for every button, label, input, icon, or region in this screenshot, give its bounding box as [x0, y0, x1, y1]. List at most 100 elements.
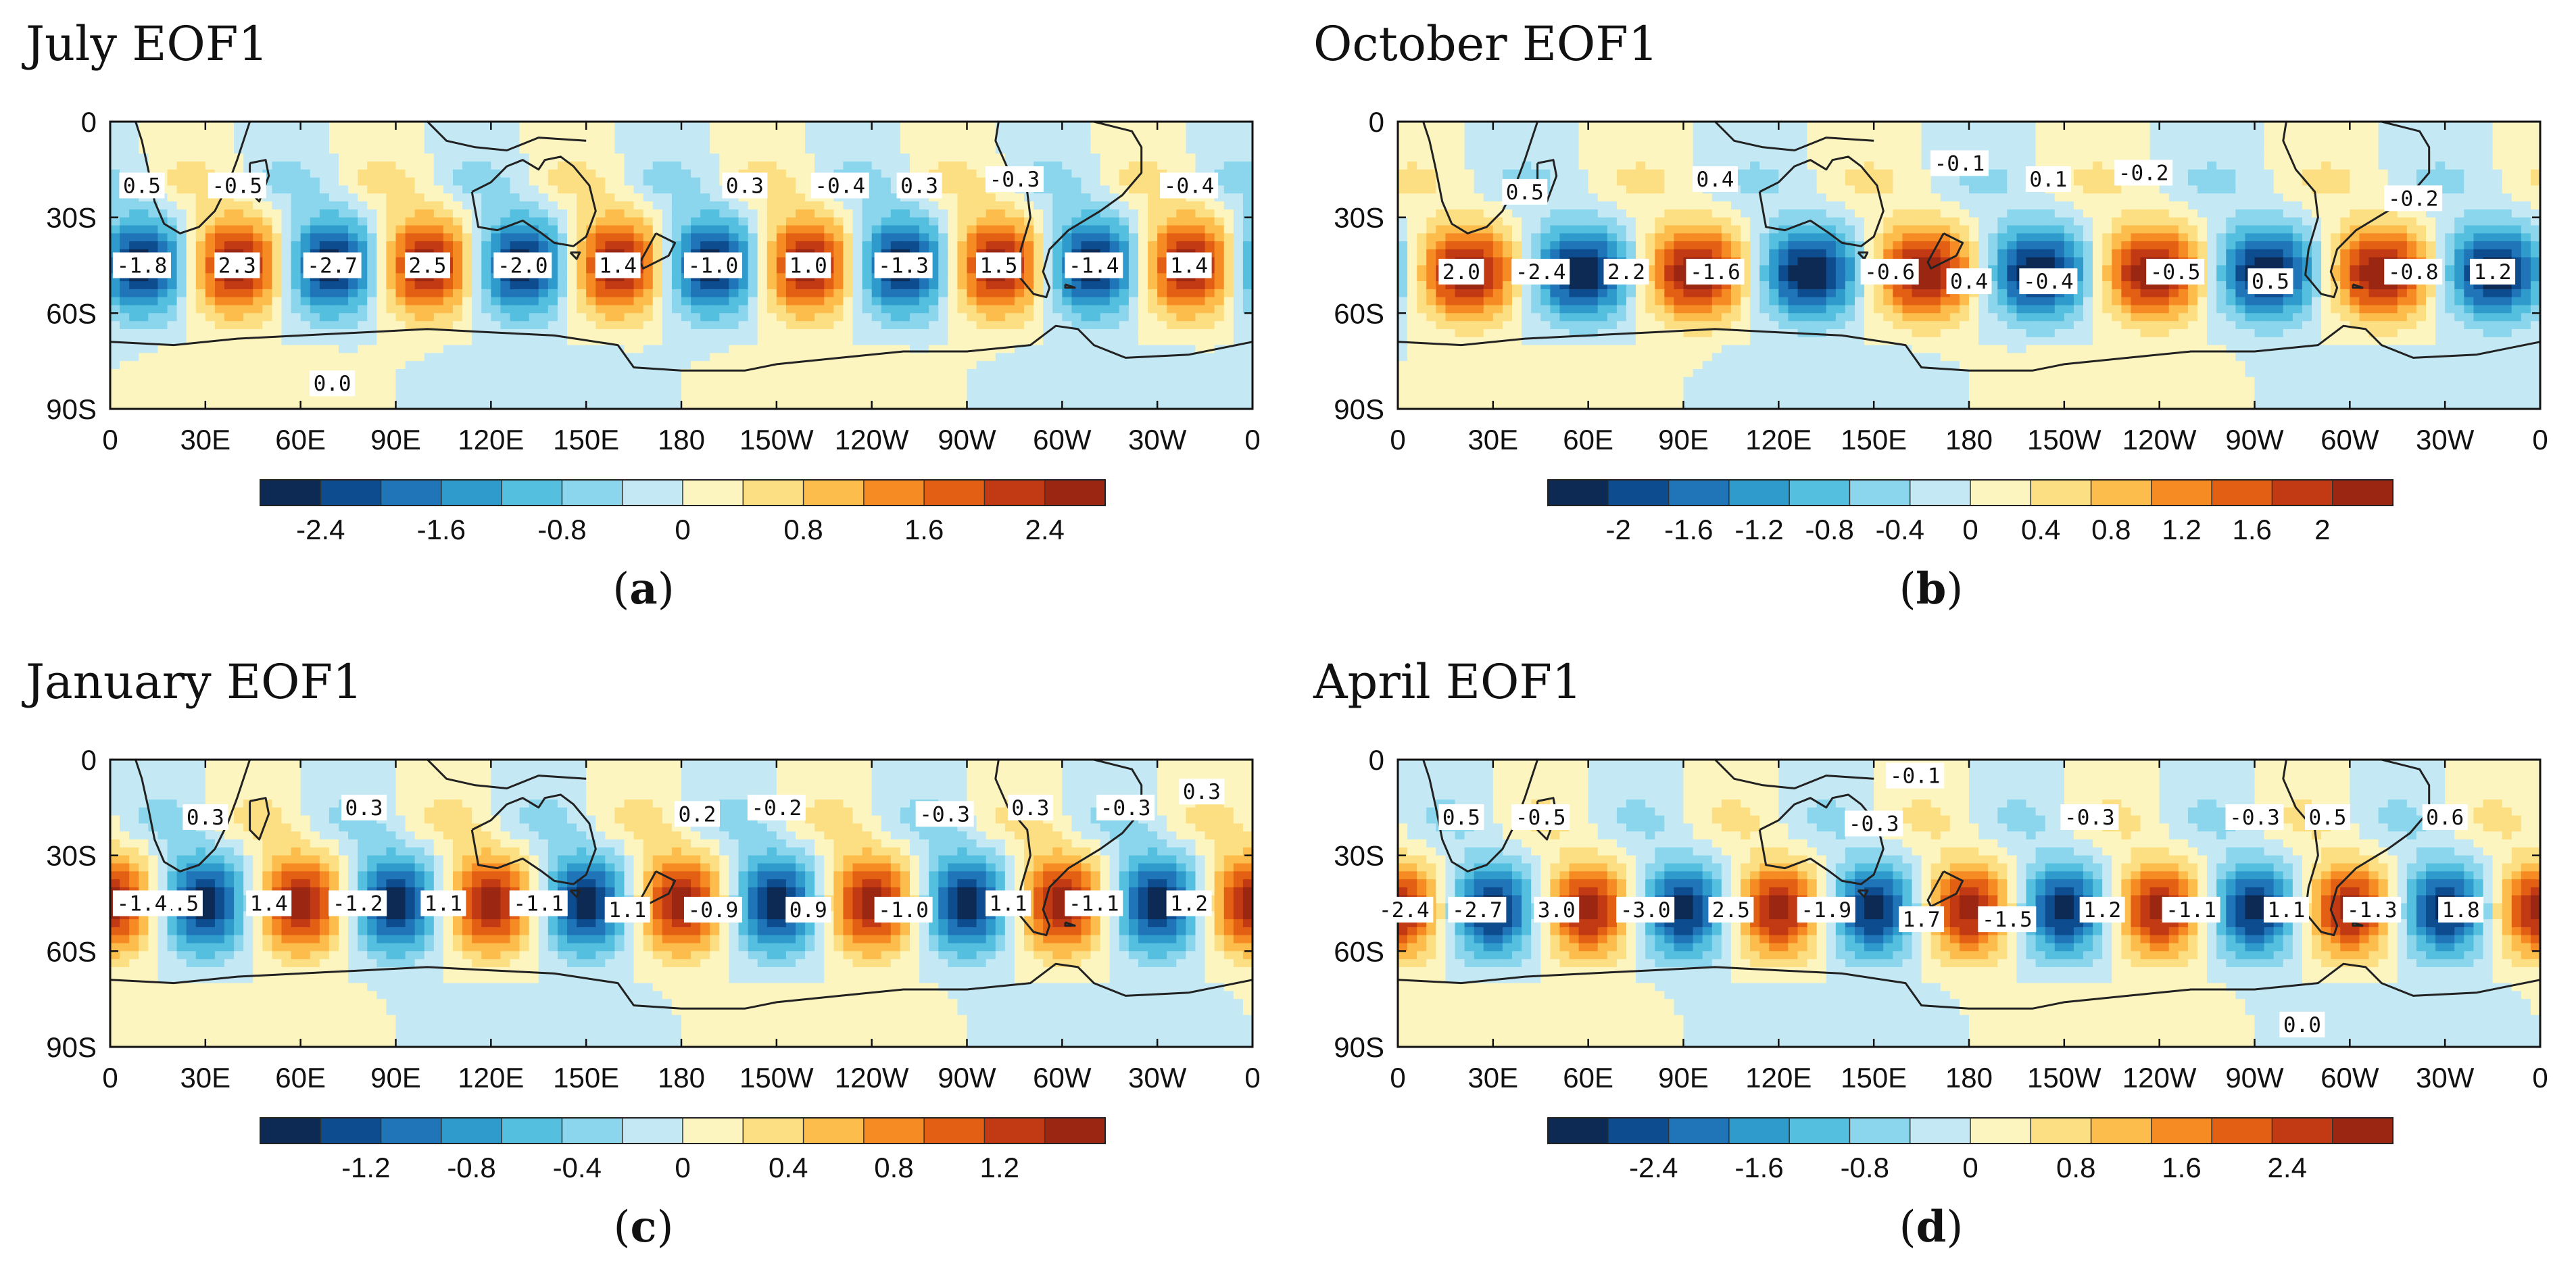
field-cell — [662, 353, 673, 362]
field-cell — [481, 209, 492, 218]
field-cell — [405, 393, 416, 401]
field-cell — [195, 297, 206, 306]
field-cell — [1186, 241, 1196, 250]
field-cell — [472, 177, 483, 187]
field-cell — [243, 201, 254, 210]
field-cell — [1081, 401, 1092, 409]
field-cell — [2368, 122, 2379, 130]
field-cell — [443, 305, 454, 314]
field-cell — [596, 153, 606, 162]
field-cell — [557, 281, 568, 290]
field-cell — [1157, 289, 1168, 298]
field-cell — [919, 313, 929, 322]
field-cell — [433, 145, 444, 155]
field-cell — [1616, 153, 1627, 162]
field-cell — [852, 385, 863, 394]
field-cell — [367, 153, 378, 162]
field-cell — [405, 353, 416, 362]
field-cell — [433, 337, 444, 346]
field-cell — [748, 337, 758, 346]
field-cell — [176, 401, 187, 409]
field-cell — [224, 201, 235, 210]
field-cell — [1071, 122, 1082, 130]
field-cell — [643, 185, 654, 195]
field-cell — [129, 313, 140, 322]
field-cell — [462, 281, 472, 290]
field-cell — [224, 162, 235, 170]
field-cell — [2102, 122, 2113, 130]
field-cell — [1721, 145, 1732, 155]
contour-label: 1.0 — [785, 252, 831, 278]
field-cell — [1024, 401, 1034, 409]
field-cell — [1128, 225, 1139, 235]
field-cell — [948, 137, 958, 147]
field-cell — [120, 297, 130, 306]
field-cell — [1128, 289, 1139, 298]
field-cell — [1693, 122, 1703, 130]
field-cell — [910, 122, 920, 130]
field-cell — [671, 209, 682, 218]
field-cell — [938, 368, 949, 378]
field-cell — [605, 185, 616, 195]
field-cell — [424, 122, 435, 130]
field-cell — [1636, 137, 1646, 147]
field-cell — [157, 313, 168, 322]
field-cell — [633, 241, 644, 250]
field-cell — [224, 305, 235, 314]
field-cell — [253, 209, 264, 218]
field-cell — [433, 217, 444, 226]
field-cell — [167, 305, 178, 314]
field-cell — [671, 328, 682, 338]
field-cell — [719, 225, 730, 235]
field-cell — [291, 345, 301, 354]
field-cell — [1043, 177, 1054, 187]
field-cell — [234, 217, 244, 226]
field-cell — [462, 129, 472, 139]
field-cell — [1034, 328, 1044, 338]
field-cell — [1205, 337, 1215, 346]
field-cell — [567, 368, 577, 378]
field-cell — [376, 193, 387, 202]
field-cell — [529, 345, 539, 354]
field-cell — [253, 305, 264, 314]
field-cell — [738, 209, 749, 218]
field-cell — [833, 145, 844, 155]
field-cell — [405, 209, 416, 218]
field-cell — [195, 122, 206, 130]
field-cell — [776, 361, 787, 370]
field-cell — [948, 353, 958, 362]
field-cell — [767, 297, 777, 306]
field-cell — [785, 193, 796, 202]
field-cell — [633, 185, 644, 195]
field-cell — [358, 153, 368, 162]
field-cell — [805, 145, 815, 155]
field-cell — [1588, 129, 1599, 139]
field-cell — [205, 393, 216, 401]
field-cell — [643, 321, 654, 330]
field-cell — [176, 313, 187, 322]
field-cell — [967, 305, 977, 314]
field-cell — [710, 385, 721, 394]
field-cell — [195, 153, 206, 162]
field-cell — [700, 313, 711, 322]
contour-label: 1.4 — [1166, 252, 1212, 278]
field-cell — [1492, 153, 1503, 162]
field-cell — [929, 376, 940, 386]
field-cell — [662, 289, 673, 298]
field-cell — [472, 241, 483, 250]
field-cell — [443, 233, 454, 242]
field-cell — [605, 129, 616, 139]
field-cell — [1176, 281, 1187, 290]
field-cell — [910, 297, 920, 306]
field-cell — [785, 185, 796, 195]
field-cell — [462, 185, 472, 195]
field-cell — [948, 249, 958, 258]
field-cell — [1741, 153, 1751, 162]
field-cell — [195, 233, 206, 242]
field-cell — [1176, 209, 1187, 218]
field-cell — [176, 241, 187, 250]
field-cell — [167, 376, 178, 386]
field-cell — [986, 281, 996, 290]
field-cell — [319, 401, 330, 409]
field-cell — [2226, 129, 2237, 139]
